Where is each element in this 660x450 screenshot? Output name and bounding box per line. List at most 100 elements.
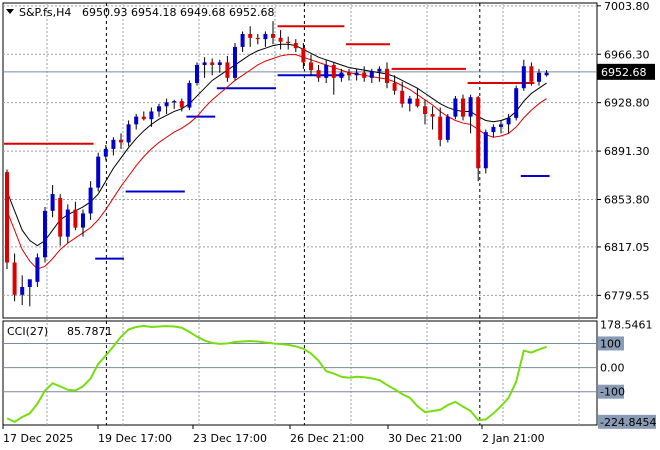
bear-candle [5,172,9,263]
bull-candle [354,72,359,76]
chart-menu-triangle-icon[interactable] [6,9,14,14]
bull-candle [217,62,222,65]
bear-candle [430,114,435,117]
bull-candle [499,124,503,127]
bull-candle [96,156,101,188]
bear-candle [255,37,260,40]
bear-candle [58,197,63,237]
bull-candle [81,213,85,228]
bear-candle [278,37,283,42]
cci-value: 85.7871 [67,325,113,338]
bull-candle [149,111,154,120]
bear-candle [316,70,321,78]
bull-candle [172,101,177,103]
bull-candle [103,148,108,157]
bear-candle [400,90,405,104]
cci-level-tag [598,414,656,429]
price-tick-label: 6817.05 [604,241,650,254]
cci-grid [3,342,597,393]
bull-candle [468,97,473,117]
bear-candle [423,106,427,115]
bear-candle [248,33,253,38]
chart-symbol: S&P.fs,H4 [19,6,71,19]
bull-candle [491,126,496,133]
time-tick-label: 23 Dec 17:00 [193,432,267,445]
bear-candle [293,43,298,49]
bull-candle [20,287,25,295]
cci-level-tag [598,336,624,351]
cci-series [6,324,547,424]
time-axis: 17 Dec 2025 19 Dec 17:00 23 Dec 17:00 26 De… [2,425,545,445]
candles [5,21,549,307]
price-panel-frame [2,2,598,319]
bull-candle [377,68,382,72]
bull-candle [453,98,458,117]
ohlc-readout: 6950.93 6954.18 6949.68 6952.68 [82,6,274,19]
bull-candle [537,72,541,82]
bear-candle [331,64,336,78]
bull-candle [324,64,329,78]
cci-axis: 178.5461 100 0.00 -100 -224.8454 [598,318,656,429]
bull-candle [514,88,519,118]
bull-candle [187,83,192,108]
bull-candle [88,187,93,214]
bear-candle [271,33,275,38]
bear-candle [225,62,230,78]
bull-candle [407,98,412,104]
ma-red-line [6,54,547,270]
bull-candle [521,66,526,89]
bear-candle [362,72,367,78]
time-tick-label: 2 Jan 21:00 [482,432,545,445]
bear-candle [119,139,123,143]
bear-candle [461,98,465,117]
bear-candle [385,68,389,84]
bull-candle [544,72,549,76]
time-tick-label: 30 Dec 21:00 [388,432,462,445]
cci-tick-label: 178.5461 [600,318,653,331]
bull-candle [445,116,450,140]
price-tick-label: 6966.30 [604,48,650,61]
bull-candle [483,132,488,169]
bear-candle [210,62,215,65]
price-tick-label: 6928.80 [604,97,650,110]
bear-candle [392,83,397,91]
current-price-label: 6952.68 [601,66,647,79]
bull-candle [339,72,344,78]
bull-candle [233,46,237,78]
bull-candle [263,33,268,40]
bear-candle [347,72,351,76]
price-tick-label: 7003.80 [604,0,650,13]
bear-candle [286,41,291,44]
bear-candle [529,66,534,82]
bear-candle [476,97,481,169]
bull-candle [35,257,40,282]
bull-candle [50,194,55,211]
bull-candle [43,210,47,258]
bear-candle [73,209,78,228]
cci-tick-label: -100 [600,386,625,399]
bull-candle [126,124,131,143]
price-tick-label: 6891.30 [604,145,650,158]
bull-candle [134,116,139,125]
cci-line [6,324,547,424]
bull-candle [164,102,169,107]
bear-candle [309,62,313,71]
price-axis: 7003.80 6966.30 6928.80 6891.30 6853.80 6817.… [597,0,655,302]
current-price-tag [597,63,655,80]
time-tick-label: 19 Dec 17:00 [98,432,172,445]
time-tick-label: 17 Dec 2025 [3,432,73,445]
cci-tick-label: -224.8454 [600,416,656,429]
cci-label: CCI(27) [7,325,48,338]
bull-candle [202,62,207,65]
bull-candle [157,106,161,112]
price-grid [3,3,597,425]
bear-candle [12,262,17,295]
bear-candle [301,48,306,63]
cci-tick-label: 0.00 [600,362,625,375]
bear-candle [179,101,184,108]
bull-candle [65,209,70,237]
price-tick-label: 6853.80 [604,193,650,206]
bull-candle [506,117,511,125]
bull-candle [195,64,199,84]
